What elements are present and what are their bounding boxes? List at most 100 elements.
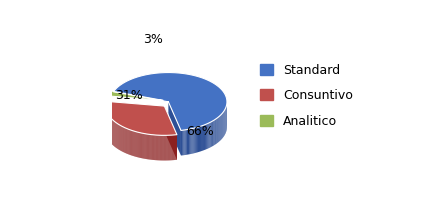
Polygon shape — [173, 135, 174, 160]
Polygon shape — [203, 125, 204, 151]
Polygon shape — [138, 132, 139, 158]
Polygon shape — [194, 128, 195, 153]
Polygon shape — [149, 134, 150, 160]
Polygon shape — [174, 135, 175, 160]
Polygon shape — [170, 135, 171, 160]
Polygon shape — [212, 121, 213, 146]
Polygon shape — [208, 123, 209, 149]
Legend: Standard, Consuntivo, Analitico: Standard, Consuntivo, Analitico — [260, 64, 353, 128]
Polygon shape — [215, 119, 216, 145]
Polygon shape — [127, 129, 128, 154]
Polygon shape — [158, 135, 159, 160]
Polygon shape — [211, 121, 212, 147]
Polygon shape — [154, 135, 155, 160]
Polygon shape — [214, 119, 215, 145]
Polygon shape — [143, 133, 144, 159]
Text: 66%: 66% — [186, 125, 213, 138]
Polygon shape — [189, 129, 190, 154]
Polygon shape — [129, 130, 130, 155]
Polygon shape — [165, 135, 166, 160]
Polygon shape — [199, 127, 200, 152]
Polygon shape — [216, 118, 217, 144]
Text: 3%: 3% — [143, 33, 163, 46]
Polygon shape — [156, 135, 157, 160]
Polygon shape — [130, 130, 131, 155]
Polygon shape — [134, 131, 135, 156]
Polygon shape — [198, 127, 199, 152]
Polygon shape — [131, 130, 132, 155]
Polygon shape — [187, 129, 188, 155]
Polygon shape — [140, 133, 141, 158]
Polygon shape — [181, 130, 182, 156]
Polygon shape — [168, 135, 169, 160]
Polygon shape — [191, 128, 193, 154]
Polygon shape — [213, 120, 214, 145]
Text: 31%: 31% — [115, 89, 142, 102]
Polygon shape — [195, 128, 196, 153]
Polygon shape — [136, 132, 137, 157]
Polygon shape — [145, 134, 146, 159]
Polygon shape — [160, 135, 161, 160]
Polygon shape — [219, 116, 220, 141]
Polygon shape — [144, 134, 145, 159]
Polygon shape — [159, 135, 160, 160]
Polygon shape — [153, 135, 154, 160]
Polygon shape — [209, 123, 210, 148]
Polygon shape — [221, 114, 222, 139]
Polygon shape — [150, 134, 151, 160]
Polygon shape — [137, 132, 138, 157]
Polygon shape — [162, 135, 163, 160]
Polygon shape — [188, 129, 189, 155]
Polygon shape — [132, 131, 133, 156]
Polygon shape — [164, 135, 165, 160]
Polygon shape — [201, 126, 202, 151]
Polygon shape — [147, 134, 148, 159]
Polygon shape — [210, 122, 211, 147]
Polygon shape — [197, 127, 198, 152]
Polygon shape — [207, 124, 208, 149]
Polygon shape — [175, 135, 176, 160]
Polygon shape — [220, 115, 221, 140]
Polygon shape — [166, 135, 167, 160]
Polygon shape — [106, 101, 177, 135]
Polygon shape — [176, 135, 177, 160]
Polygon shape — [205, 124, 206, 150]
Polygon shape — [222, 113, 223, 139]
Polygon shape — [113, 73, 227, 130]
Polygon shape — [157, 135, 158, 160]
Polygon shape — [204, 125, 205, 150]
Polygon shape — [128, 129, 129, 154]
Polygon shape — [182, 130, 183, 155]
Polygon shape — [142, 133, 143, 159]
Polygon shape — [163, 135, 164, 160]
Polygon shape — [152, 135, 153, 160]
Polygon shape — [148, 134, 149, 159]
Polygon shape — [167, 135, 168, 160]
Polygon shape — [126, 128, 127, 154]
Polygon shape — [146, 134, 147, 159]
Polygon shape — [151, 135, 152, 160]
Polygon shape — [218, 117, 219, 142]
Polygon shape — [135, 131, 136, 157]
Polygon shape — [193, 128, 194, 154]
Polygon shape — [186, 130, 187, 155]
Polygon shape — [169, 135, 170, 160]
Polygon shape — [171, 135, 172, 160]
Polygon shape — [200, 126, 201, 152]
Polygon shape — [217, 117, 218, 143]
Polygon shape — [196, 127, 197, 153]
Polygon shape — [168, 102, 181, 156]
Polygon shape — [183, 130, 184, 155]
Polygon shape — [190, 129, 191, 154]
Polygon shape — [165, 106, 177, 160]
Polygon shape — [139, 132, 140, 158]
Polygon shape — [133, 131, 134, 156]
Polygon shape — [184, 130, 186, 155]
Polygon shape — [161, 135, 162, 160]
Polygon shape — [155, 135, 156, 160]
Polygon shape — [105, 90, 163, 100]
Polygon shape — [141, 133, 142, 158]
Polygon shape — [206, 124, 207, 149]
Polygon shape — [172, 135, 173, 160]
Polygon shape — [202, 126, 203, 151]
